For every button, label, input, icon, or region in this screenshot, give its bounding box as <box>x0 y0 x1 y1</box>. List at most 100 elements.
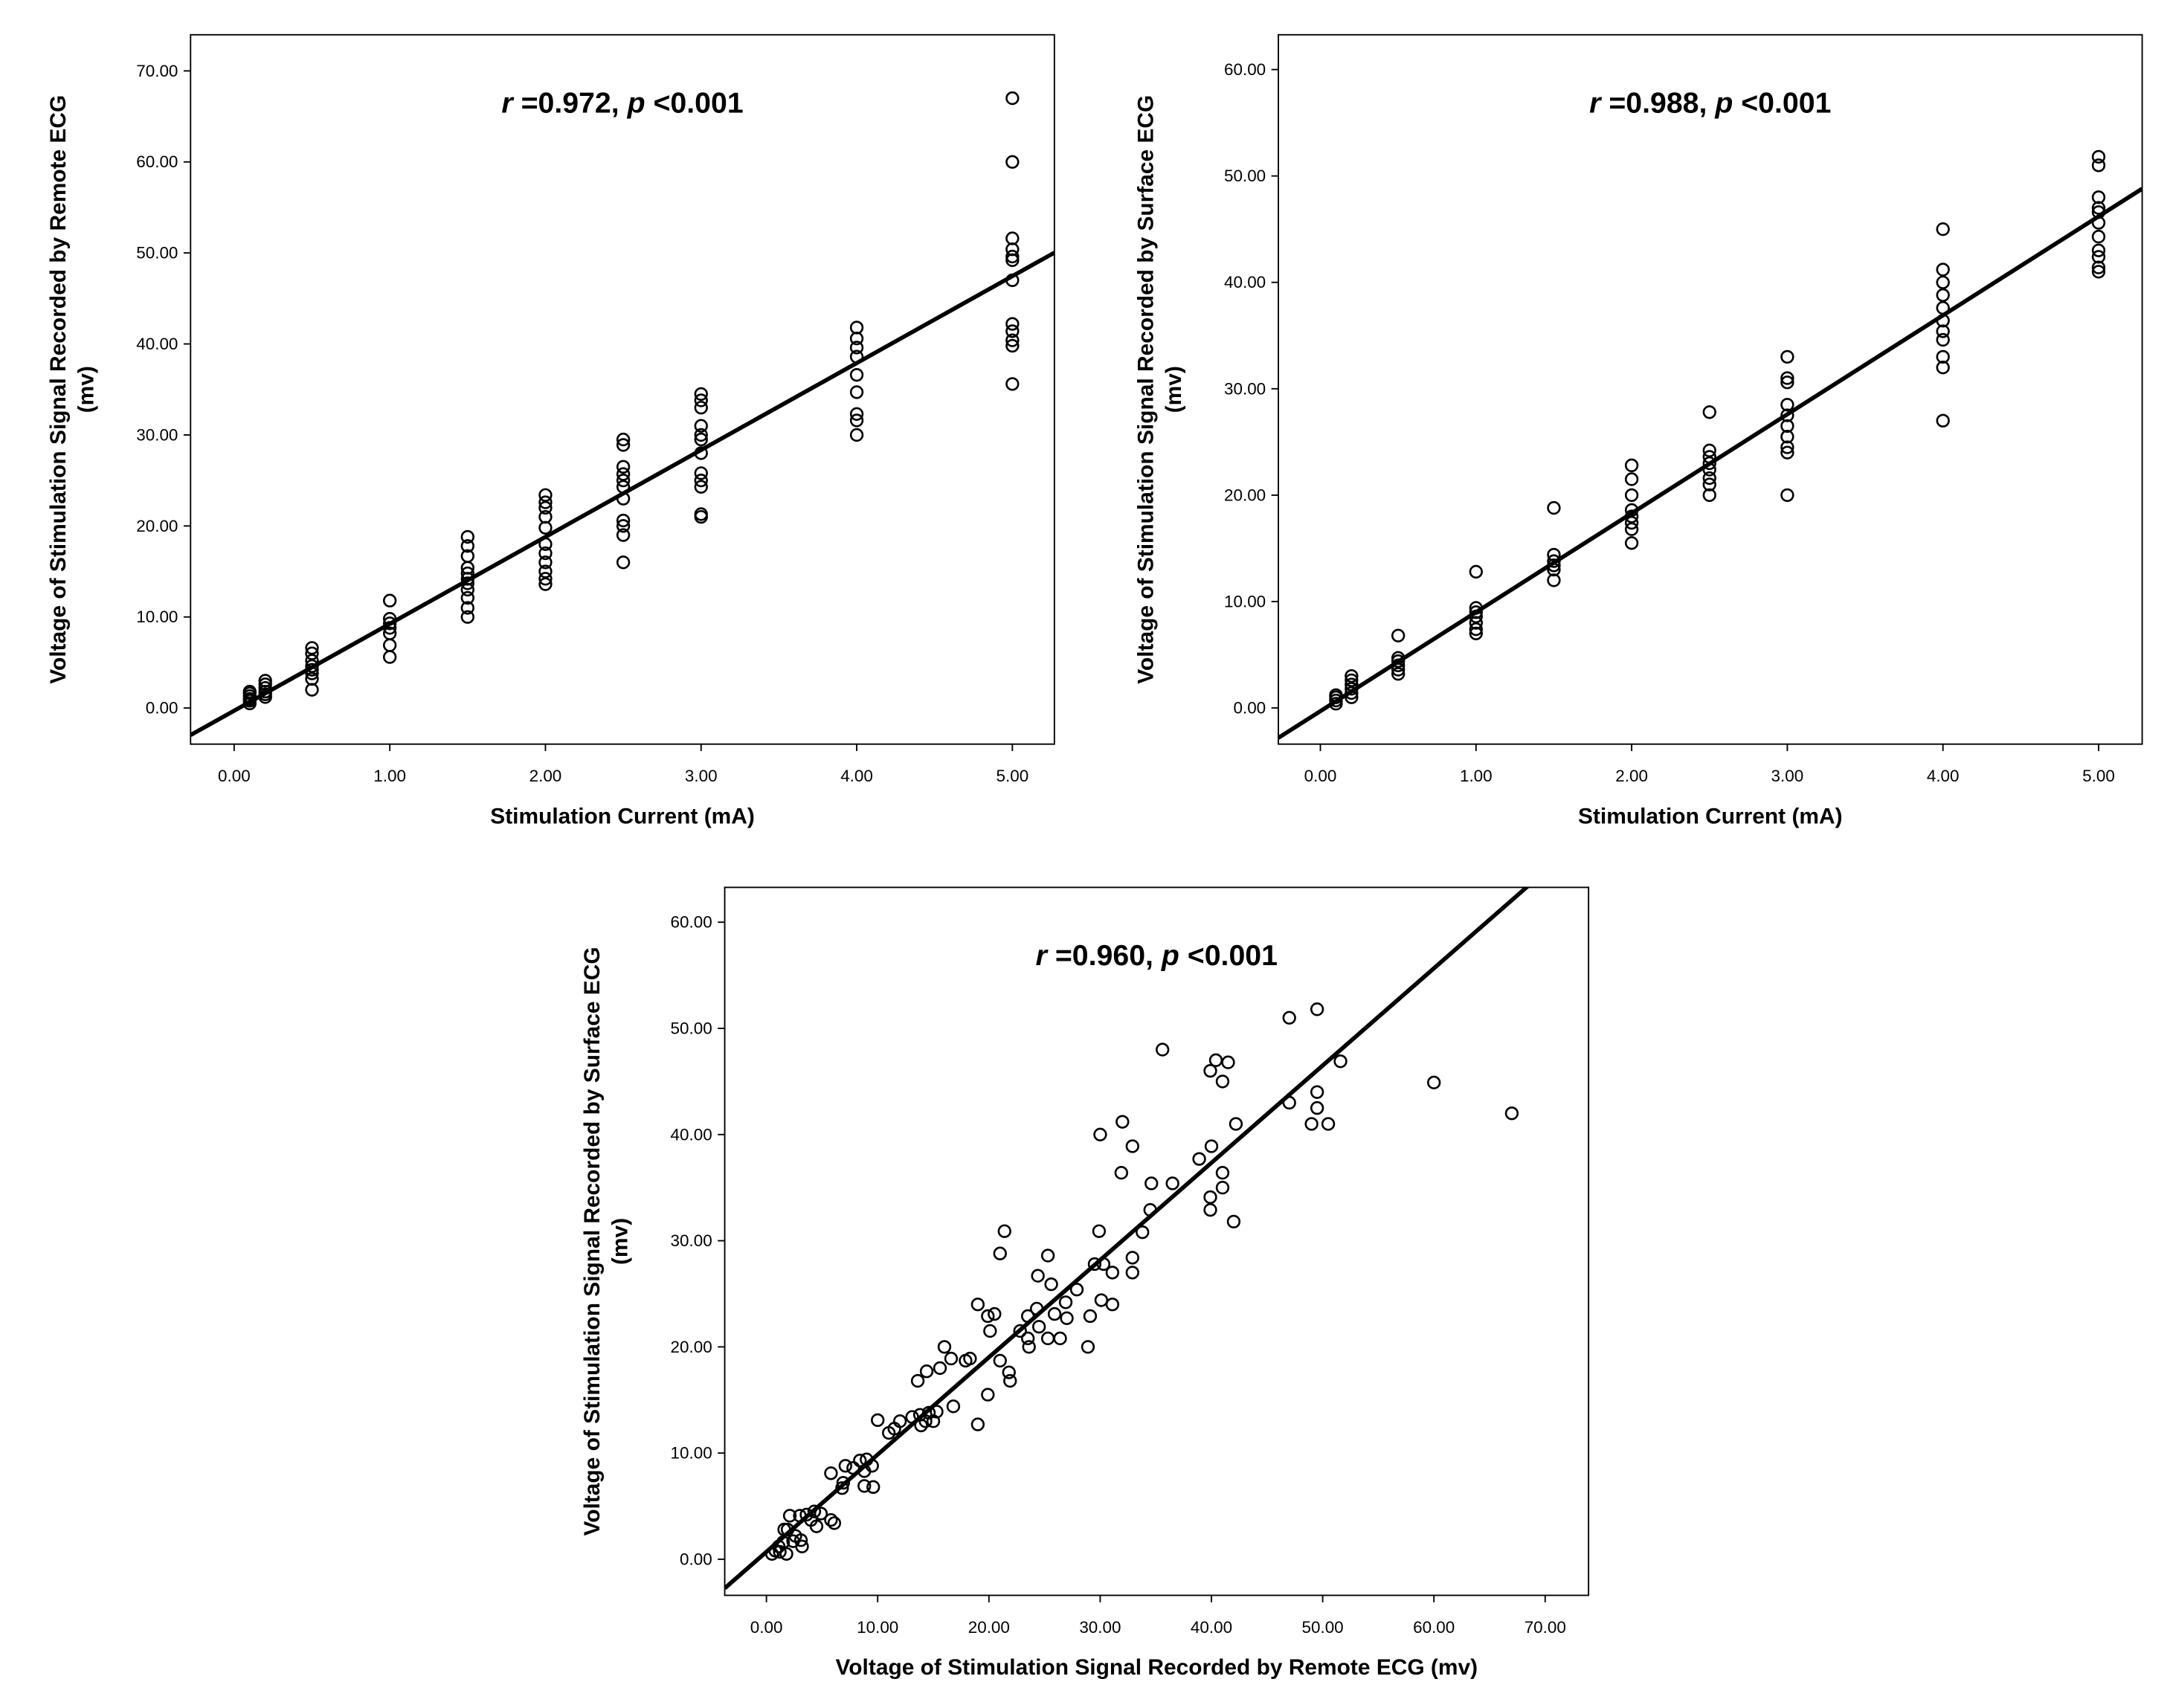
data-point <box>849 413 864 428</box>
data-point <box>1469 626 1483 641</box>
data-point <box>849 428 864 442</box>
data-point <box>1936 288 1950 303</box>
annotation-p-label: p <box>1161 939 1179 972</box>
data-point <box>1096 1257 1111 1272</box>
annotation-p-value: <0.001 <box>1179 939 1278 972</box>
data-point <box>919 1364 934 1379</box>
data-point <box>382 593 397 608</box>
y-tick-label: 60.00 <box>671 913 712 932</box>
data-point <box>616 460 631 474</box>
data-point <box>764 1547 779 1561</box>
annotation-r-value: =0.988, <box>1600 87 1715 120</box>
annotation-p-label: p <box>627 87 645 120</box>
x-tick-label: 3.00 <box>685 767 718 785</box>
data-point <box>914 1418 928 1433</box>
data-point <box>944 1351 959 1366</box>
y-tick-label: 10.00 <box>671 1444 712 1463</box>
y-tick-label: 40.00 <box>671 1125 712 1144</box>
data-point <box>1391 628 1406 642</box>
data-point <box>1203 1190 1217 1205</box>
data-point <box>305 654 319 668</box>
data-point <box>1333 1054 1348 1069</box>
data-point <box>1469 605 1483 619</box>
data-point <box>1936 222 1950 236</box>
data-point <box>1702 405 1716 419</box>
data-point <box>981 1309 995 1324</box>
data-point <box>460 590 474 605</box>
data-point <box>993 1246 1007 1260</box>
data-point <box>1105 1266 1120 1280</box>
data-point <box>793 1509 807 1523</box>
data-point <box>1345 690 1359 704</box>
x-tick-label: 2.00 <box>529 767 562 785</box>
data-point <box>1547 573 1561 587</box>
data-point <box>1005 338 1020 353</box>
data-point <box>1391 651 1406 665</box>
data-point <box>616 480 631 494</box>
data-point <box>849 349 864 364</box>
data-point <box>258 677 272 692</box>
data-point <box>1391 667 1406 681</box>
data-point <box>382 616 397 631</box>
data-point <box>616 432 631 447</box>
data-point <box>1624 536 1639 550</box>
data-point <box>1003 1373 1017 1388</box>
data-point <box>538 555 553 570</box>
data-point <box>871 1413 885 1428</box>
data-point <box>1936 275 1950 289</box>
data-point <box>694 473 708 488</box>
x-tick-label: 0.00 <box>1304 767 1337 785</box>
y-tick-label: 60.00 <box>1224 60 1266 79</box>
data-point <box>258 674 272 688</box>
data-point <box>882 1425 896 1440</box>
data-point <box>1310 1002 1324 1016</box>
data-point <box>1702 450 1716 464</box>
data-point <box>2091 216 2106 230</box>
data-point <box>1310 1085 1324 1099</box>
data-point <box>824 1466 838 1480</box>
y-tick-label: 50.00 <box>1224 167 1266 185</box>
data-point <box>918 1414 933 1428</box>
data-point <box>1936 361 1950 375</box>
data-point <box>1221 1055 1235 1069</box>
data-point <box>1936 262 1950 277</box>
data-point <box>460 610 474 624</box>
data-point <box>538 500 553 515</box>
annotation-r-value: =0.972, <box>513 87 628 120</box>
y-axis-label: Voltage of Stimulation Signal Recorded b… <box>580 947 605 1535</box>
data-point <box>1115 1115 1130 1129</box>
data-point <box>1345 673 1359 688</box>
y-axis-label: Voltage of Stimulation Signal Recorded b… <box>46 95 71 684</box>
annotation-r-label: r <box>1589 87 1603 120</box>
plot-frame <box>190 33 1055 745</box>
data-point <box>538 509 553 524</box>
data-point <box>1321 1117 1336 1131</box>
data-point <box>849 385 864 399</box>
data-point <box>1780 376 1794 390</box>
data-point <box>777 1522 791 1537</box>
data-point <box>382 621 397 635</box>
data-point <box>849 320 864 335</box>
data-point <box>382 612 397 626</box>
data-point <box>242 684 257 699</box>
data-point <box>1469 564 1483 579</box>
data-point <box>1053 1331 1067 1346</box>
data-point <box>809 1519 824 1533</box>
data-point <box>1005 324 1020 338</box>
data-point <box>926 1414 941 1428</box>
data-point <box>1329 688 1343 703</box>
data-point <box>1624 515 1639 530</box>
annotation-p-value: <0.001 <box>645 87 744 120</box>
data-point <box>1229 1117 1243 1131</box>
data-point <box>2091 201 2106 215</box>
data-point <box>1022 1340 1036 1354</box>
data-point <box>1192 1152 1206 1166</box>
data-point <box>258 681 272 695</box>
data-point <box>1203 1203 1217 1217</box>
data-point <box>538 577 553 591</box>
correlation-annotation: r =0.972, p <0.001 <box>501 87 743 120</box>
data-point <box>694 387 708 402</box>
data-point <box>1069 1283 1084 1297</box>
data-point <box>1215 1181 1230 1195</box>
